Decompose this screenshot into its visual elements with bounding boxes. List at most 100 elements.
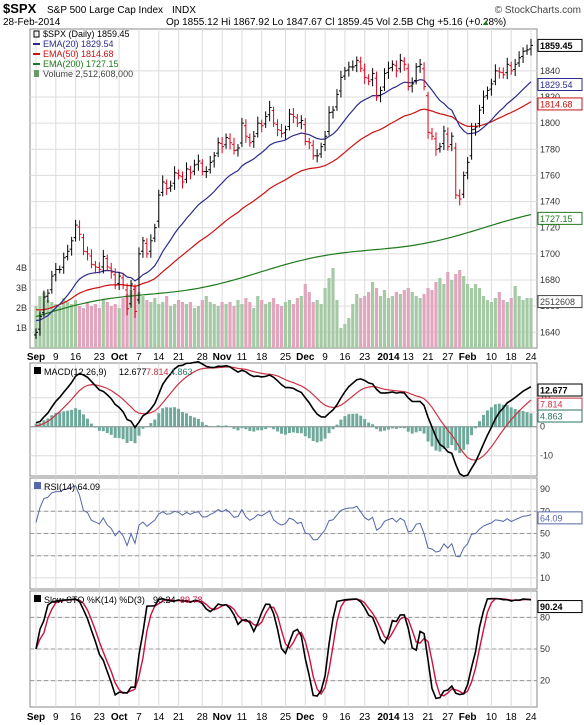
legend-ema20: EMA(20) 1829.54: [43, 39, 114, 49]
last-value-tag: 4.863: [537, 409, 583, 423]
macd-histogram-bar: [248, 426, 252, 432]
volume-bar: [137, 292, 141, 348]
price-bar: [125, 283, 130, 316]
price-bar: [331, 106, 335, 119]
y-tick-label: 1840: [540, 66, 560, 76]
price-bar: [521, 47, 526, 63]
volume-bar: [351, 304, 355, 348]
volume-bar: [192, 308, 196, 348]
macd-histogram-bar: [394, 426, 398, 429]
volume-bar: [307, 292, 311, 348]
volume-bar: [93, 304, 97, 348]
macd-histogram-bar: [89, 423, 93, 427]
price-bar: [398, 53, 403, 73]
volume-bar: [521, 300, 525, 348]
rsi-legend-icon: [34, 482, 41, 489]
volume-bar: [264, 304, 268, 348]
volume-bar: [335, 300, 339, 348]
price-bar: [461, 171, 466, 199]
volume-bar: [422, 294, 426, 348]
sto-legend-title: Slow STO %K(14) %D(3): [44, 595, 145, 605]
macd-histogram-bar: [382, 426, 386, 431]
volume-bar: [462, 276, 466, 348]
price-bar: [382, 68, 387, 91]
macd-histogram-bar: [478, 421, 482, 427]
ema-lines: [35, 78, 532, 322]
macd-histogram-bar: [34, 423, 38, 427]
volume-bar: [66, 302, 70, 348]
macd-histogram-bar: [232, 426, 236, 429]
price-bar: [101, 249, 106, 274]
macd-histogram-bar: [410, 426, 414, 434]
macd-histogram-bar: [347, 414, 351, 427]
volume-bar: [473, 284, 478, 348]
x-tick-label: 23: [359, 352, 371, 363]
volume-bar: [74, 300, 78, 348]
price-bar: [172, 166, 177, 190]
x-tick-label: 23: [94, 352, 106, 363]
macd-histogram-bar: [509, 407, 513, 427]
volume-bar: [509, 298, 513, 348]
volume-bar: [220, 302, 224, 348]
price-bar: [311, 140, 316, 160]
price-bar: [390, 60, 395, 72]
x-tick-label: 28: [197, 712, 209, 723]
y-tick-label: 20: [540, 676, 550, 686]
volume-bar: [260, 300, 264, 348]
price-bar: [97, 262, 102, 274]
volume-bar: [303, 284, 307, 348]
macd-histogram-bar: [129, 426, 133, 442]
price-bar: [350, 60, 355, 71]
price-bar: [148, 234, 153, 258]
y-tick-label: 50: [540, 644, 550, 654]
volume-bar: [113, 304, 117, 348]
macd-histogram-bar: [335, 424, 339, 427]
price-bar: [53, 263, 58, 282]
volume-bar: [458, 270, 462, 348]
y-tick-label: 90: [540, 484, 550, 494]
macd-histogram-bar: [422, 426, 426, 434]
rsi-line: [35, 485, 532, 558]
macd-value-tags: 12.677 7.814 4.863: [537, 383, 583, 423]
price-bar: [77, 220, 82, 241]
ema20-line: [35, 78, 532, 322]
macd-histogram-bar: [426, 426, 430, 442]
volume-bar: [252, 308, 256, 348]
price-bar: [513, 59, 518, 77]
price-bar: [422, 62, 427, 91]
volume-bar: [180, 302, 185, 348]
price-bar: [200, 159, 205, 176]
volume-bar: [34, 306, 38, 348]
volume-bar: [418, 298, 422, 348]
exchange-label: INDX: [172, 5, 196, 16]
price-bar: [160, 175, 165, 197]
volume-bar: [272, 298, 276, 348]
macd-histogram-bar: [62, 411, 66, 427]
volume-bar: [525, 298, 529, 348]
macd-histogram-bar: [390, 426, 394, 429]
price-bar: [208, 155, 213, 174]
price-bar: [152, 223, 157, 243]
volume-bars: [34, 268, 533, 348]
price-legend: $SPX (Daily) 1859.45 EMA(20) 1829.54 EMA…: [33, 29, 133, 79]
volume-bar: [125, 294, 129, 348]
price-bar: [224, 133, 229, 149]
last-value-tag: 1727.15: [537, 211, 583, 225]
volume-bar: [240, 304, 244, 348]
x-tick-label: Nov: [213, 352, 232, 363]
symbol-title: $SPX: [3, 1, 37, 16]
macd-histogram-bar: [220, 425, 224, 427]
volume-bar: [184, 304, 189, 348]
price-bar: [283, 125, 288, 140]
price-bar: [184, 162, 189, 184]
x-tick-label: 27: [442, 712, 454, 723]
macd-histogram-bar: [485, 410, 489, 427]
x-tick-label: 24: [525, 352, 537, 363]
volume-bar: [371, 282, 375, 348]
price-bar: [441, 125, 446, 151]
macd-histogram-bar: [46, 418, 50, 427]
price-bar: [291, 107, 296, 124]
price-bar: [437, 142, 442, 153]
y-tick-label: 1700: [540, 249, 560, 259]
price-bar: [319, 142, 324, 158]
